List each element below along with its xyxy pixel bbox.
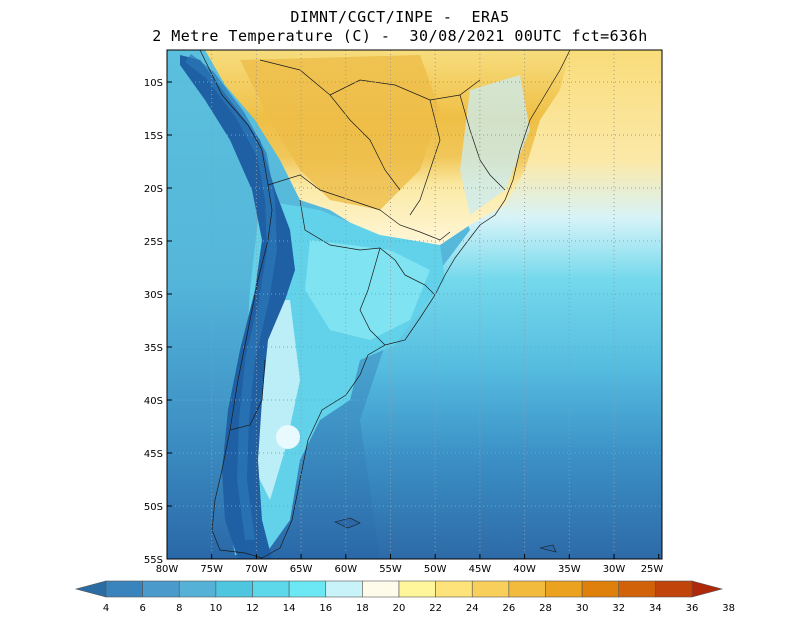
colorbar-label: 18 xyxy=(356,603,369,614)
colorbar-label: 32 xyxy=(612,603,625,614)
colorbar-box xyxy=(105,580,143,598)
colorbar-label: 24 xyxy=(466,603,479,614)
lat-label: 15S xyxy=(144,131,163,142)
axis-ticks xyxy=(166,81,660,560)
lat-label: 30S xyxy=(144,290,163,301)
colorbar-box xyxy=(178,580,217,598)
colorbar-labels: 4 6 8 10 12 14 16 18 20 22 24 26 28 30 32 34 36 38 xyxy=(103,603,735,614)
lon-label: 25W xyxy=(641,564,664,575)
map-title-line-1: DIMNT/CGCT/INPE - ERA5 xyxy=(290,8,510,26)
longitude-labels: 80W 75W 70W 65W 60W 55W 50W 45W 40W 35W 30W 25W xyxy=(156,564,664,575)
map-title-line-2: 2 Metre Temperature (C) - 30/08/2021 00U… xyxy=(152,27,648,45)
colorbar-box xyxy=(508,580,546,598)
lon-label: 30W xyxy=(603,564,626,575)
lat-label: 45S xyxy=(144,449,163,460)
colorbar-label: 6 xyxy=(139,603,145,614)
colorbar-box xyxy=(142,580,180,598)
andes-ridge xyxy=(184,54,278,541)
colorbar-label: 30 xyxy=(576,603,589,614)
colorbar-label: 4 xyxy=(103,603,109,614)
lon-label: 50W xyxy=(424,564,447,575)
lon-label: 55W xyxy=(379,564,402,575)
lat-label: 40S xyxy=(144,396,163,407)
atlantic-ocean xyxy=(360,50,662,559)
latitude-labels: 10S 15S 20S 25S 30S 35S 40S 45S 50S 55S xyxy=(144,78,163,566)
lat-label: 20S xyxy=(144,184,163,195)
cold-spot xyxy=(276,425,300,449)
colorbar-label: 36 xyxy=(686,603,699,614)
lat-label: 10S xyxy=(144,78,163,89)
southeast-highlands xyxy=(460,75,530,215)
colorbar-label: 16 xyxy=(319,603,332,614)
colorbar-box xyxy=(288,580,327,598)
colorbar-label: 12 xyxy=(246,603,259,614)
south-georgia xyxy=(539,544,557,553)
lat-label: 25S xyxy=(144,237,163,248)
map-field xyxy=(167,50,662,559)
colorbar-box xyxy=(545,580,583,598)
colorbar-box xyxy=(618,580,656,598)
colorbar-label: 14 xyxy=(283,603,296,614)
lat-label: 55S xyxy=(144,555,163,566)
colorbar-box xyxy=(362,580,400,598)
colorbar-box xyxy=(215,580,253,598)
colorbar-box xyxy=(471,580,510,598)
colorbar-arrow-low xyxy=(74,580,107,598)
colorbar-label: 26 xyxy=(503,603,516,614)
lon-label: 45W xyxy=(469,564,492,575)
colorbar-box xyxy=(398,580,436,598)
colorbar-label: 28 xyxy=(539,603,552,614)
hot-core xyxy=(240,55,440,210)
colorbar-label: 10 xyxy=(210,603,223,614)
lon-label: 75W xyxy=(200,564,223,575)
colorbar-arrow-high xyxy=(691,580,724,598)
colorbar-box xyxy=(581,580,620,598)
falkland-islands xyxy=(334,517,361,529)
colorbar xyxy=(74,580,724,598)
colorbar-label: 22 xyxy=(429,603,442,614)
colorbar-box xyxy=(325,580,363,598)
lon-label: 40W xyxy=(513,564,536,575)
lon-label: 70W xyxy=(245,564,268,575)
colorbar-label: 38 xyxy=(722,603,735,614)
lon-label: 65W xyxy=(290,564,313,575)
colorbar-label: 8 xyxy=(176,603,182,614)
lat-label: 50S xyxy=(144,502,163,513)
graticule-grid xyxy=(167,50,662,559)
map-frame xyxy=(166,49,663,560)
colorbar-label: 34 xyxy=(649,603,662,614)
colorbar-box xyxy=(435,580,473,598)
colorbar-box xyxy=(655,580,693,598)
colorbar-box xyxy=(252,580,290,598)
lon-label: 35W xyxy=(558,564,581,575)
lon-label: 60W xyxy=(334,564,357,575)
lat-label: 35S xyxy=(144,343,163,354)
lon-label: 80W xyxy=(156,564,179,575)
colorbar-label: 20 xyxy=(393,603,406,614)
